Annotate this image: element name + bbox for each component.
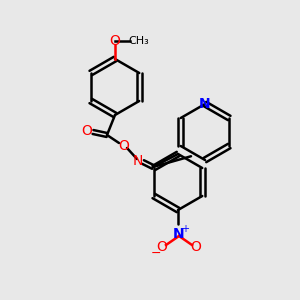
Text: +: + (181, 224, 189, 234)
Text: N: N (173, 227, 185, 241)
Text: O: O (110, 34, 120, 48)
Text: −: − (151, 247, 161, 260)
Text: O: O (82, 124, 92, 138)
Text: O: O (118, 139, 129, 153)
Text: O: O (190, 240, 201, 254)
Text: CH₃: CH₃ (129, 36, 149, 46)
Text: N: N (199, 97, 211, 111)
Text: O: O (157, 240, 167, 254)
Text: N: N (133, 154, 143, 168)
